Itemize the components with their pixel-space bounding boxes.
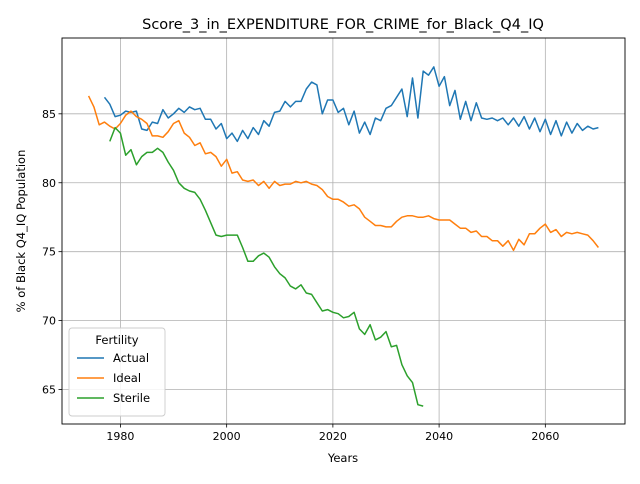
x-axis-label: Years <box>327 451 358 465</box>
series-line-sterile <box>109 126 424 407</box>
legend-box <box>68 327 166 417</box>
legend-label-sterile: Sterile <box>113 391 150 405</box>
y-tick-label: 75 <box>42 246 56 259</box>
legend-label-ideal: Ideal <box>113 371 141 385</box>
chart-title: Score_3_in_EXPENDITURE_FOR_CRIME_for_Bla… <box>142 17 544 33</box>
plot-frame <box>61 37 626 425</box>
series-lines <box>87 66 599 407</box>
y-tick-label: 80 <box>42 177 56 190</box>
y-axis-label: % of Black Q4_IQ Population <box>14 150 28 313</box>
x-tick-label: 2060 <box>531 430 559 443</box>
axis-ticks: 1980 2000 2020 2040 2060 65 70 75 80 85 <box>42 108 559 443</box>
x-tick-label: 2000 <box>213 430 241 443</box>
legend: Fertility Actual Ideal Sterile <box>68 327 166 417</box>
series-line-ideal <box>87 95 599 252</box>
series-line-actual <box>103 66 599 143</box>
x-tick-label: 2020 <box>319 430 347 443</box>
legend-title: Fertility <box>95 333 138 347</box>
y-tick-label: 70 <box>42 315 56 328</box>
y-tick-label: 65 <box>42 384 56 397</box>
x-tick-label: 2040 <box>425 430 453 443</box>
x-tick-label: 1980 <box>106 430 134 443</box>
legend-label-actual: Actual <box>113 351 149 365</box>
y-tick-label: 85 <box>42 108 56 121</box>
